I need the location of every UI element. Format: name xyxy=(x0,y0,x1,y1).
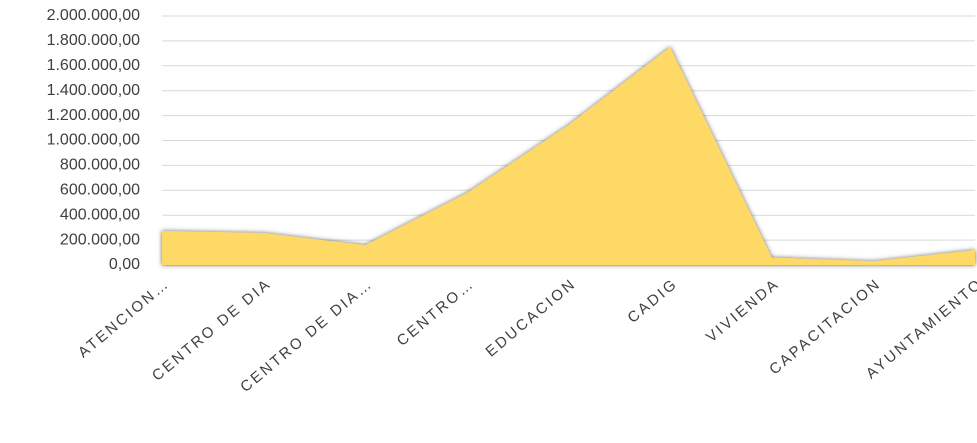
x-tick-label: ATENCION… xyxy=(75,275,173,361)
y-tick-label: 600.000,00 xyxy=(60,182,140,199)
y-tick-label: 800.000,00 xyxy=(60,157,140,174)
y-tick-label: 200.000,00 xyxy=(60,231,140,248)
x-tick-label: VIVIENDA xyxy=(703,275,783,346)
y-tick-label: 1.200.000,00 xyxy=(47,107,141,124)
x-tick-label: CAPACITACION xyxy=(766,275,884,378)
x-tick-label: CENTRO… xyxy=(394,275,478,350)
x-tick-label: CADIG xyxy=(624,275,681,327)
x-tick-label: EDUCACION xyxy=(483,275,580,360)
y-tick-label: 2.000.000,00 xyxy=(47,7,141,24)
y-tick-label: 1.000.000,00 xyxy=(47,132,141,149)
y-tick-label: 1.400.000,00 xyxy=(47,82,141,99)
y-tick-label: 1.800.000,00 xyxy=(47,32,141,49)
y-tick-label: 0,00 xyxy=(109,256,140,273)
y-tick-label: 1.600.000,00 xyxy=(47,57,141,74)
y-tick-label: 400.000,00 xyxy=(60,206,140,223)
area xyxy=(162,47,975,265)
